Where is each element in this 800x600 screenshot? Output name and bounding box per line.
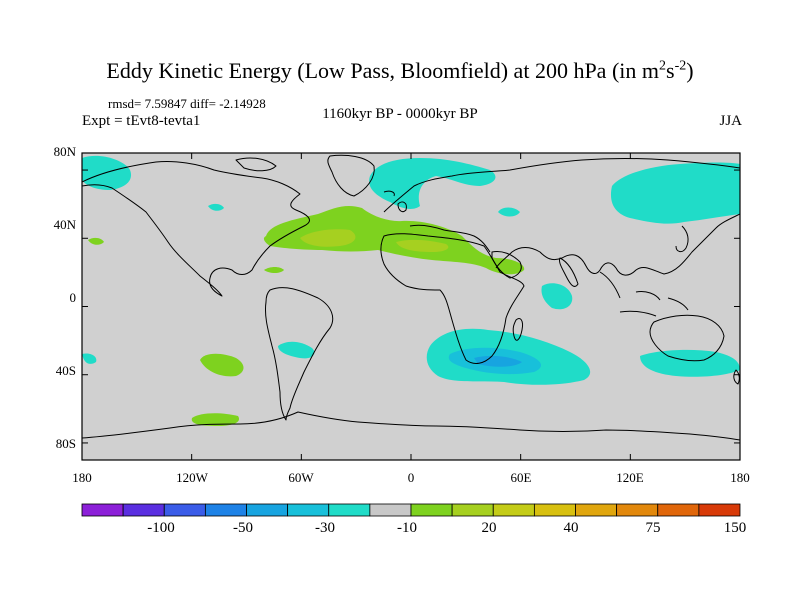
colorbar-label: -30 <box>315 520 335 536</box>
coastline-greenland <box>327 154 375 197</box>
colorbar-label: -100 <box>147 520 175 536</box>
colorbar-swatch <box>492 503 535 517</box>
positive-anomaly-atlantic-core <box>300 229 356 247</box>
coastline-europe-asia <box>383 158 740 276</box>
units-close: ) <box>686 58 694 83</box>
colorbar <box>81 503 741 517</box>
units-s: s <box>666 58 675 83</box>
coastline-africa <box>380 233 525 364</box>
colorbar-label: 20 <box>481 520 497 536</box>
lon-label: 180 <box>730 470 750 485</box>
negative-anomaly-europe <box>498 207 520 217</box>
negative-anomaly-south-pacific-west <box>82 353 97 364</box>
colorbar-swatch <box>533 503 576 517</box>
coastline-iceland-uk <box>383 190 407 213</box>
positive-anomaly-west-atlantic <box>264 267 284 273</box>
longitude-ticks <box>81 153 741 460</box>
coastline-south-america <box>265 287 334 421</box>
colorbar-swatch <box>451 503 494 517</box>
coastline-japan <box>675 225 689 253</box>
anomaly-fields <box>82 155 740 426</box>
experiment-label: Expt = tEvt8-tevta1 <box>82 113 201 129</box>
colorbar-label: 75 <box>645 520 661 536</box>
lon-label: 0 <box>407 470 415 485</box>
coastline-mediterranean <box>409 224 491 253</box>
season-label: JJA <box>719 113 742 129</box>
lon-label: 180 <box>72 470 92 485</box>
coastline-arctic-islands <box>235 157 277 172</box>
units-sup-1: 2 <box>659 58 666 74</box>
stats-line: rmsd= 7.59847 diff= -2.14928 <box>108 96 266 111</box>
lat-label: 80S <box>55 436 76 451</box>
positive-anomaly-atlantic-mediterranean <box>263 205 525 275</box>
colorbar-swatch <box>163 503 206 517</box>
coastline-arabia <box>491 251 522 279</box>
lat-label: 40S <box>55 363 76 378</box>
colorbar-swatch <box>410 503 453 517</box>
negative-anomaly-australia-south <box>640 349 740 377</box>
negative-anomaly-north-atlantic <box>369 158 496 209</box>
negative-anomaly-east-asia <box>610 162 740 224</box>
colorbar-label: 150 <box>723 520 747 536</box>
units-sup-2: -2 <box>674 58 687 74</box>
lon-label: 120E <box>616 470 644 485</box>
coastline-india <box>559 257 579 287</box>
negative-anomaly-southern-ocean-core <box>474 355 522 367</box>
negative-anomaly-indian-ocean <box>541 283 573 310</box>
lat-label: 80N <box>53 144 76 159</box>
colorbar-swatch <box>698 503 741 517</box>
period-label: 1160kyr BP - 0000kyr BP <box>322 106 478 122</box>
coastline-australia <box>649 314 725 362</box>
coastlines <box>82 154 740 441</box>
colorbar-swatch <box>81 503 124 517</box>
negative-anomaly-labrador <box>208 203 224 211</box>
positive-anomaly-north-pacific <box>88 237 104 245</box>
coastline-southeast-asia <box>599 271 689 317</box>
positive-anomaly-south-pacific-far <box>191 413 240 426</box>
colorbar-swatch <box>204 503 247 517</box>
lon-label: 60W <box>288 470 314 485</box>
positive-anomaly-sahara-core <box>396 239 449 252</box>
colorbar-swatch <box>657 503 700 517</box>
colorbar-label: -50 <box>233 520 253 536</box>
colorbar-label: 40 <box>563 520 579 536</box>
coastline-north-america <box>82 161 310 297</box>
negative-anomaly-east-pacific <box>278 341 315 359</box>
colorbar-swatch <box>246 503 289 517</box>
lat-label: 40N <box>53 217 76 232</box>
colorbar-label: -10 <box>397 520 417 536</box>
lon-label: 60E <box>510 470 532 485</box>
colorbar-swatch <box>328 503 371 517</box>
plot-title-text: Eddy Kinetic Energy (Low Pass, Bloomfiel… <box>106 58 659 83</box>
colorbar-swatch <box>122 503 165 517</box>
lat-label: 0 <box>69 290 77 305</box>
coastline-antarctica <box>82 411 740 441</box>
coastline-madagascar <box>512 317 523 341</box>
latitude-ticks <box>82 169 740 444</box>
coastline-new-zealand <box>733 369 740 385</box>
colorbar-swatch <box>575 503 618 517</box>
lon-label: 120W <box>176 470 208 485</box>
plot-title: Eddy Kinetic Energy (Low Pass, Bloomfiel… <box>0 58 800 84</box>
positive-anomaly-south-pacific <box>200 353 244 377</box>
colorbar-swatch <box>369 503 412 517</box>
colorbar-swatch <box>287 503 330 517</box>
colorbar-swatch <box>616 503 659 517</box>
